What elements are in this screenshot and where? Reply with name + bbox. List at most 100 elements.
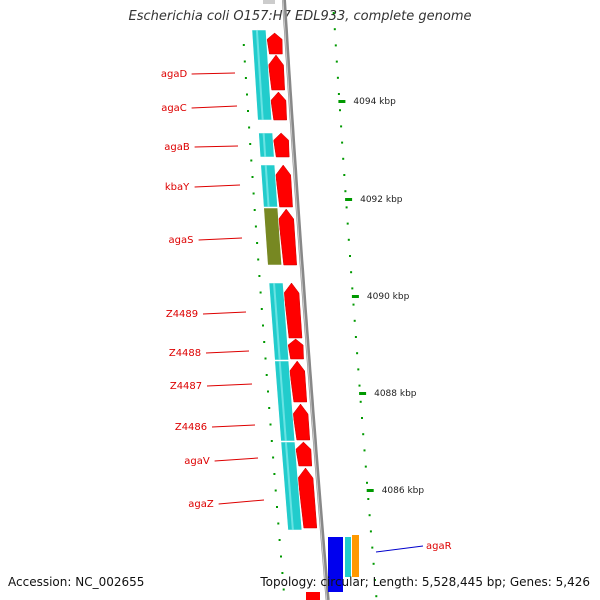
forward-gene-arrow[interactable]	[266, 32, 283, 55]
scale-tick	[351, 287, 354, 290]
cds-block[interactable]	[263, 207, 283, 266]
gene-label-agav[interactable]: agaV	[184, 456, 210, 467]
forward-gene-arrow[interactable]	[273, 132, 290, 158]
accession-text: Accession: NC_002655	[8, 575, 145, 589]
gene-leader-line	[218, 499, 265, 505]
cds-highlight	[284, 441, 294, 531]
inner-tick	[248, 126, 251, 129]
scale-major-tick	[345, 198, 353, 201]
cds-block[interactable]	[280, 441, 303, 531]
inner-tick	[246, 93, 248, 96]
scale-tick	[337, 93, 340, 95]
scale-tick	[375, 595, 378, 598]
forward-gene-arrow[interactable]	[295, 441, 313, 467]
gene-label-agar[interactable]: agaR	[426, 541, 452, 552]
forward-gene-fragment[interactable]	[306, 592, 320, 600]
cds-block[interactable]	[260, 164, 278, 208]
inner-tick	[259, 291, 262, 294]
gene-leader-line	[191, 105, 238, 109]
scale-tick	[371, 546, 374, 549]
scale-major-tick	[338, 100, 346, 103]
scale-tick	[341, 141, 344, 144]
inner-tick	[254, 225, 257, 228]
gene-leader-line	[198, 237, 243, 241]
forward-gene-arrow[interactable]	[287, 338, 304, 360]
inner-tick	[249, 143, 252, 145]
scale-tick	[364, 465, 367, 468]
inner-tick	[268, 407, 271, 409]
scale-tick	[362, 433, 365, 436]
cds-block[interactable]	[268, 282, 290, 361]
forward-gene-arrow[interactable]	[289, 360, 308, 403]
inner-tick	[267, 390, 269, 393]
scale-tick	[336, 76, 339, 79]
cds-block[interactable]	[251, 29, 273, 121]
cds-highlight	[273, 282, 281, 361]
forward-gene-arrow[interactable]	[292, 403, 311, 441]
gene-label-z4488[interactable]: Z4488	[169, 348, 201, 359]
gene-leader-line	[211, 424, 256, 428]
gene-leader-line	[214, 457, 259, 462]
gene-label-z4489[interactable]: Z4489	[166, 309, 198, 320]
backbone-highlight	[282, 0, 328, 600]
scale-tick	[343, 174, 346, 176]
gene-label-agac[interactable]: agaC	[161, 103, 187, 114]
scale-tick	[349, 255, 351, 257]
forward-gene-arrow[interactable]	[275, 164, 293, 208]
inner-tick	[250, 159, 253, 162]
gene-label-z4486[interactable]: Z4486	[175, 422, 207, 433]
gene-label-agaz[interactable]: agaZ	[188, 499, 214, 510]
gene-label-agab[interactable]: agaB	[164, 142, 190, 153]
scale-tick	[345, 206, 348, 209]
agaR-block-cyan[interactable]	[345, 537, 351, 577]
inner-tick	[269, 423, 272, 426]
scale-major-tick	[366, 489, 374, 492]
forward-gene-arrow[interactable]	[270, 91, 287, 121]
scale-tick	[367, 498, 370, 500]
inner-tick	[256, 242, 259, 244]
gene-label-agad[interactable]: agaD	[161, 69, 188, 80]
scale-major-tick	[351, 295, 359, 298]
cds-block[interactable]	[258, 132, 275, 158]
forward-gene-arrow[interactable]	[283, 282, 303, 339]
scale-tick	[353, 319, 356, 322]
scale-label: 4086 kbp	[382, 486, 425, 496]
inner-tick	[277, 522, 280, 525]
inner-tick	[272, 456, 275, 459]
inner-tick	[273, 473, 276, 475]
gene-label-agas[interactable]: agaS	[169, 235, 194, 246]
map-title: Escherichia coli O157:H7 EDL933, complet…	[128, 9, 472, 24]
gene-leader-line	[202, 311, 247, 315]
scale-tick	[339, 109, 341, 112]
gene-label-z4487[interactable]: Z4487	[170, 381, 202, 392]
forward-gene-arrow[interactable]	[297, 467, 318, 529]
forward-gene-arrow[interactable]	[278, 208, 297, 266]
gene-leader-line	[194, 145, 239, 148]
scale-tick	[357, 368, 360, 371]
gene-leader-line	[194, 184, 241, 188]
gene-label-kbay[interactable]: kbaY	[165, 182, 190, 193]
inner-tick	[281, 572, 284, 574]
agaR-block-orange[interactable]	[352, 535, 359, 577]
scale-tick	[368, 514, 371, 517]
scale-tick	[358, 384, 361, 387]
scale-tick	[352, 303, 355, 306]
scale-tick	[342, 157, 345, 160]
inner-tick	[252, 192, 255, 195]
scale-tick	[335, 60, 338, 63]
agaR-block-blue[interactable]	[328, 537, 343, 592]
scale-tick	[346, 222, 349, 225]
inner-tick	[265, 374, 268, 376]
cds-block[interactable]	[274, 360, 296, 442]
scale-label: 4088 kbp	[374, 389, 417, 399]
inner-tick	[253, 209, 256, 211]
scale-tick	[333, 28, 336, 31]
gene-leader-line	[375, 545, 424, 553]
gene-leader-line	[206, 383, 253, 387]
scale-label: 4090 kbp	[367, 292, 410, 302]
backbone-line	[282, 0, 330, 600]
forward-gene-arrow[interactable]	[268, 54, 285, 91]
scale-tick	[363, 449, 366, 452]
scale-tick	[373, 579, 376, 581]
